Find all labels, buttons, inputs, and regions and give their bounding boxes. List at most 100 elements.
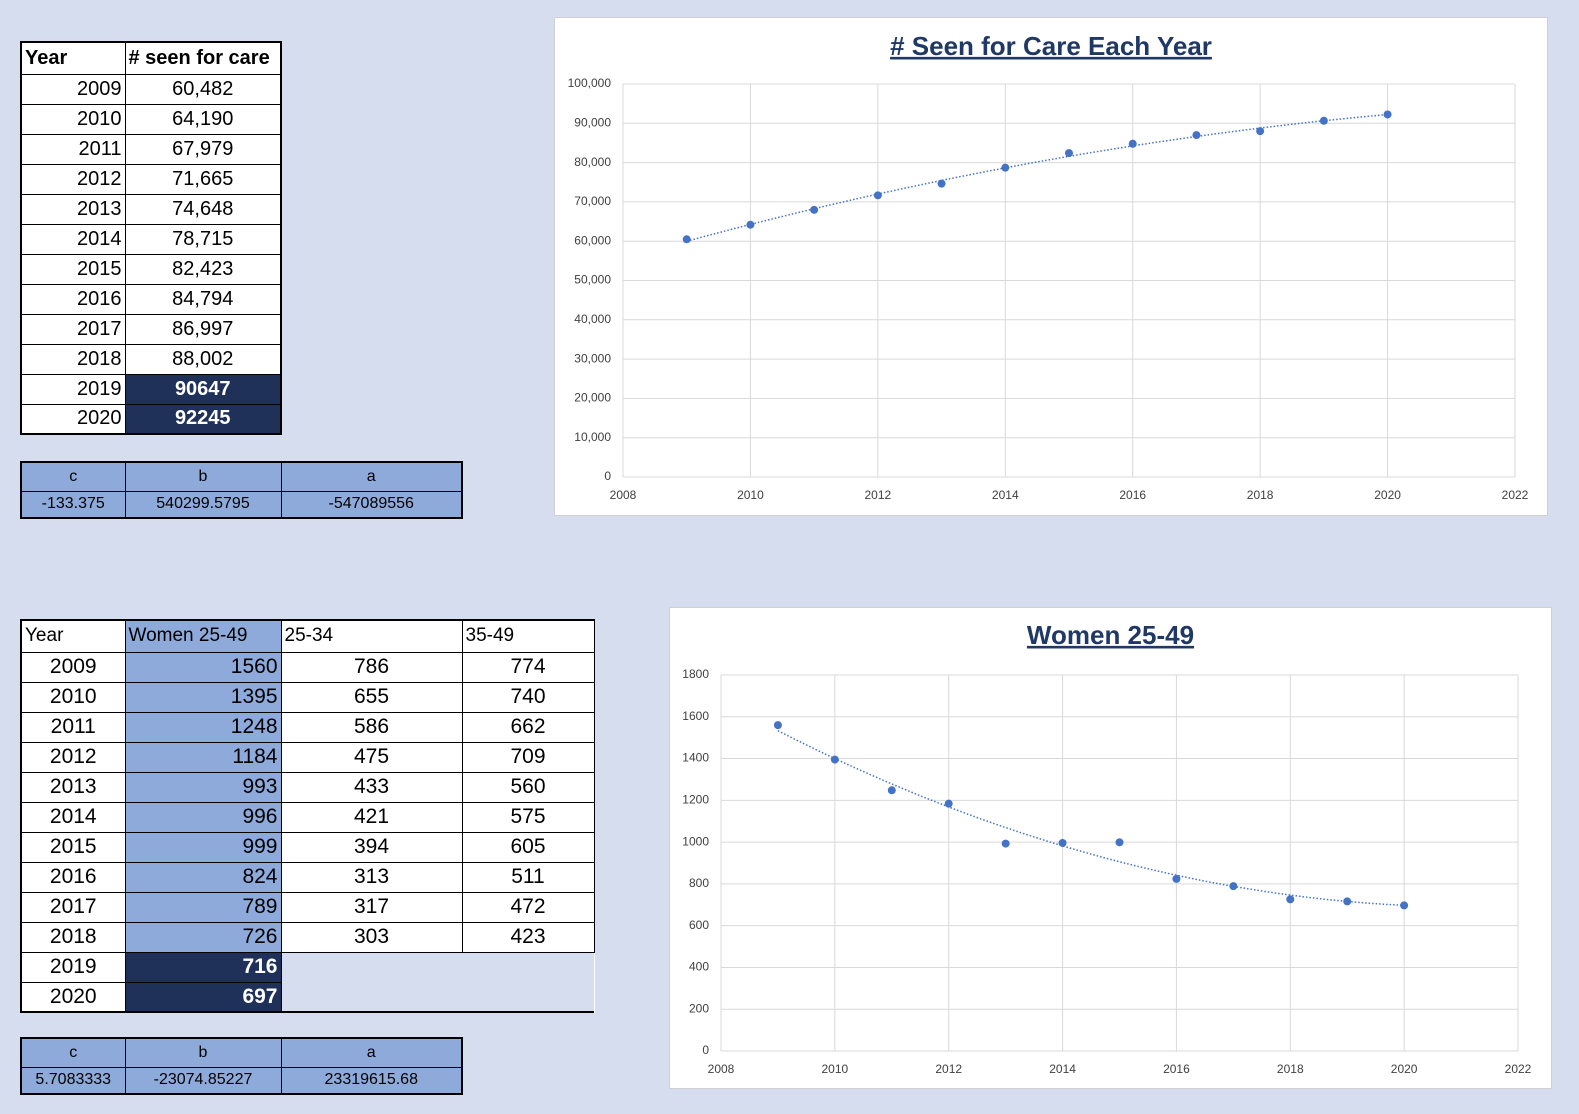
cell: 2018 xyxy=(20,921,126,953)
cell: 82,423 xyxy=(124,253,282,285)
cell: 774 xyxy=(461,651,595,683)
point xyxy=(1229,882,1238,891)
cell: 1395 xyxy=(124,681,282,713)
cell: 394 xyxy=(280,831,463,863)
point xyxy=(1319,116,1328,125)
cell: 2019 xyxy=(20,373,126,405)
y-tick-label: 100,000 xyxy=(568,76,612,90)
cell: 78,715 xyxy=(124,223,282,255)
y-tick-label: 10,000 xyxy=(574,430,611,444)
cell: 2014 xyxy=(20,223,126,255)
x-tick-label: 2010 xyxy=(737,488,764,502)
data-table: Year Women 25-49 25-34 35-49 2009 1560 786 774 2… xyxy=(20,619,595,1013)
cell: 421 xyxy=(280,801,463,833)
header-cell: a xyxy=(280,461,463,492)
x-tick-label: 2016 xyxy=(1163,1062,1190,1076)
y-tick-label: 600 xyxy=(689,918,709,932)
point xyxy=(873,191,882,200)
point xyxy=(810,205,819,214)
cell: 2012 xyxy=(20,163,126,195)
header-cell: Year xyxy=(20,41,126,75)
cell: 2013 xyxy=(20,193,126,225)
cell: 74,648 xyxy=(124,193,282,225)
cell: 88,002 xyxy=(124,343,282,375)
cell: 90647 xyxy=(124,373,282,405)
point xyxy=(830,755,839,764)
cell: 709 xyxy=(461,741,595,773)
header-cell: b xyxy=(124,461,282,492)
y-tick-label: 1400 xyxy=(682,751,709,765)
point xyxy=(1256,127,1265,136)
cell: 726 xyxy=(124,921,282,953)
cell: 789 xyxy=(124,891,282,923)
cell: 2016 xyxy=(20,283,126,315)
cell: 697 xyxy=(124,981,282,1013)
point xyxy=(1001,163,1010,172)
point xyxy=(937,179,946,188)
point xyxy=(682,235,691,244)
cell: 662 xyxy=(461,711,595,743)
x-tick-label: 2020 xyxy=(1374,488,1401,502)
x-tick-label: 2022 xyxy=(1502,488,1529,502)
cell: 1184 xyxy=(124,741,282,773)
cell: 655 xyxy=(280,681,463,713)
point xyxy=(1058,838,1067,847)
cell: 92245 xyxy=(124,403,282,435)
cell: 1560 xyxy=(124,651,282,683)
y-tick-label: 400 xyxy=(689,960,709,974)
y-tick-label: 1600 xyxy=(682,709,709,723)
cell: 2012 xyxy=(20,741,126,773)
cell: 540299.5795 xyxy=(124,490,282,519)
cell: 560 xyxy=(461,771,595,803)
cell: 605 xyxy=(461,831,595,863)
cell: 23319615.68 xyxy=(280,1066,463,1095)
cell: 2013 xyxy=(20,771,126,803)
cell: 2015 xyxy=(20,831,126,863)
chart-title: Women 25-49 xyxy=(1027,620,1194,650)
chart-title: # Seen for Care Each Year xyxy=(890,31,1212,61)
header-cell: 25-34 xyxy=(280,619,463,653)
point xyxy=(1172,874,1181,883)
data-table: c b a 5.7083333 -23074.85227 23319615.68 xyxy=(20,1037,463,1095)
data-table: Year # seen for care 2009 60,482 2010 64,190 2… xyxy=(20,41,282,435)
y-tick-label: 20,000 xyxy=(574,391,611,405)
cell: 317 xyxy=(280,891,463,923)
cell: 2018 xyxy=(20,343,126,375)
header-cell: a xyxy=(280,1037,463,1068)
y-tick-label: 0 xyxy=(604,469,611,483)
cell: 2016 xyxy=(20,861,126,893)
x-tick-label: 2012 xyxy=(935,1062,962,1076)
x-tick-label: 2014 xyxy=(1049,1062,1076,1076)
empty-area xyxy=(281,982,594,1012)
trendline xyxy=(777,730,1405,907)
y-tick-label: 70,000 xyxy=(574,194,611,208)
cell: 511 xyxy=(461,861,595,893)
cell: 2009 xyxy=(20,73,126,105)
point xyxy=(1383,110,1392,119)
cell: 5.7083333 xyxy=(20,1066,126,1095)
header-cell: c xyxy=(20,1037,126,1068)
trendline xyxy=(686,113,1388,242)
chart: # Seen for Care Each Year 0 10,000 20,000 30… xyxy=(554,17,1548,516)
x-tick-label: 2018 xyxy=(1247,488,1274,502)
header-cell: Women 25-49 xyxy=(124,619,282,653)
y-tick-label: 50,000 xyxy=(574,273,611,287)
cell: 2019 xyxy=(20,951,126,983)
cell: 575 xyxy=(461,801,595,833)
x-tick-label: 2018 xyxy=(1277,1062,1304,1076)
chart: Women 25-49 0 200 400 600 800 1000 1200 1400 1600… xyxy=(669,607,1552,1089)
cell: 2011 xyxy=(20,711,126,743)
cell: 303 xyxy=(280,921,463,953)
point xyxy=(1065,149,1073,158)
cell: 586 xyxy=(280,711,463,743)
point xyxy=(746,220,755,229)
cell: -133.375 xyxy=(20,490,126,519)
cell: 716 xyxy=(124,951,282,983)
cell: 2010 xyxy=(20,103,126,135)
cell: 824 xyxy=(124,861,282,893)
point xyxy=(1128,139,1137,148)
cell: 86,997 xyxy=(124,313,282,345)
x-tick-label: 2014 xyxy=(992,488,1019,502)
y-tick-label: 90,000 xyxy=(574,115,611,129)
